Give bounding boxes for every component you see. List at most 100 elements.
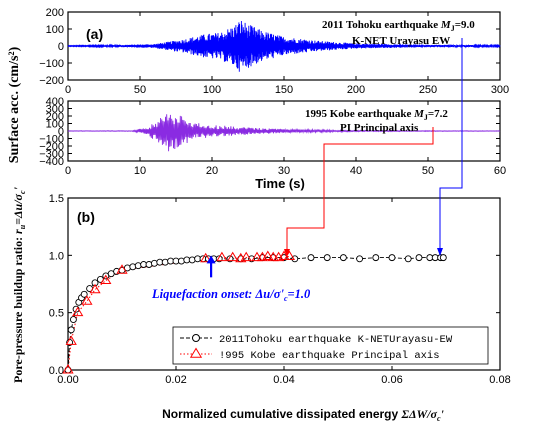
panel-b-y-axis-label: Pore-pressure buildup ratio: ru=Δu/σc' [11,186,27,383]
panel-b-y-tick-label: 1.0 [49,250,64,262]
kobe-point [262,250,274,260]
panel-kobe-x-tick-label: 10 [134,165,146,177]
panel-kobe-annotation-line1: 1995 Kobe earthquake MJ=7.2 [305,108,448,122]
panel-kobe-y-tick-label: 100 [46,119,64,131]
tohoku-point [388,254,396,262]
tohoku-point [67,326,75,334]
tohoku-point [372,254,380,262]
kobe-point [81,295,93,305]
panel-a-x-tick-label: 300 [491,84,509,96]
kobe-point [251,251,263,262]
tohoku-point [356,255,364,263]
kobe-point [227,251,239,262]
legend-kobe-marker [189,347,203,358]
liquefaction-onset-label: Liquefaction onset: Δu/σ'c=1.0 [151,287,311,303]
panel-b-pore-pressure: 0.0 0.5 1.0 1.5 0.00 0.02 0.04 0.06 0.08 (b) Po… [11,186,511,423]
panel-kobe-acceleration-trace [67,114,501,152]
kobe-point [216,251,228,262]
panel-a-x-tick-label: 150 [275,84,293,96]
panel-kobe-x-tick-label: 30 [278,165,290,177]
panel-b-y-ticks: 0.0 0.5 1.0 1.5 [49,193,500,377]
panel-b-y-tick-label: 1.5 [49,193,64,205]
tohoku-point [404,255,412,263]
panel-kobe-x-tick-label: 50 [422,165,434,177]
kobe-point [65,335,77,345]
kobe-point [116,264,128,274]
tohoku-point [439,254,447,262]
kobe-point [200,252,212,263]
tohoku-point [339,254,347,262]
panel-b-y-tick-label: 0.0 [49,365,64,377]
panel-a-y-tick-label: 200 [46,7,64,19]
panel-b-series-layer [62,250,447,374]
onset-arrow-head [206,255,216,264]
legend-entry-kobe: !995 Kobe earthquake Principal axis [219,350,440,362]
panel-b-x-axis-label: Normalized cumulative dissipated energy … [162,407,444,423]
liquefaction-onset-arrow [206,255,216,278]
panel-kobe-y-tick-label: −400 [39,156,64,168]
panel-kobe-x-tick-label: 20 [206,165,218,177]
panel-a-y-tick-label: 0 [58,41,64,53]
panel-b-x-ticks: 0.00 0.02 0.04 0.06 0.08 [57,198,511,386]
panel-kobe-x-tick-label: 0 [65,165,71,177]
panel-b-x-tick-label: 0.06 [381,374,402,386]
panel-a-y-ticks: −200 −100 0 100 200 [39,7,500,87]
legend-box [172,326,489,365]
panel-b-y-tick-label: 0.5 [49,308,64,320]
legend-marks [180,334,212,358]
panel-kobe-y-tick-label: −100 [39,134,64,146]
panel-a-y-tick-label: −200 [39,75,64,87]
panel-b-legend: 2011Tohoku earthquake K-NETUrayasu-EW !9… [172,326,489,365]
tohoku-point [69,316,77,323]
panel-a-x-tick-label: 200 [347,84,365,96]
kobe-point [267,251,279,262]
panel-a-x-tick-label: 50 [134,84,146,96]
kobe-point [62,364,74,374]
legend-tohoku-marker [192,334,200,342]
kobe-point [100,274,112,285]
panel-b-x-tick-label: 0.02 [165,374,186,386]
panel-kobe-y-tick-label: −200 [39,141,64,153]
panel-b-x-tick-label: 0.00 [57,374,78,386]
tohoku-point [415,254,423,262]
panel-a-annotation-line2: K-NET Urayasu EW [352,35,450,47]
shared-y-axis-label: Surface acc. (cm/s²) [7,46,22,163]
panel-a-x-ticks: 0 50 100 150 200 250 300 [65,12,509,96]
panel-kobe-y-tick-label: −300 [39,149,64,161]
kobe-connector-arrowhead [284,249,290,257]
tohoku-point [91,279,99,287]
tohoku-connector-line [439,38,463,250]
panel-a-x-tick-label: 250 [419,84,437,96]
panel-a-x-tick-label: 100 [203,84,221,96]
kobe-point [89,283,101,294]
panel-a-label: (a) [86,26,103,42]
kobe-point [72,306,84,317]
legend-entry-tohoku: 2011Tohoku earthquake K-NETUrayasu-EW [219,334,453,346]
connector-lines [284,38,463,257]
panel-a-annotation-line1: 2011 Tohoku earthquake MJ=9.0 [322,19,475,33]
kobe-connector-line [286,127,434,252]
panel-kobe-x-ticks: 0 10 20 30 40 50 60 [65,101,506,177]
panel-b-x-tick-label: 0.08 [489,374,510,386]
panel-kobe-y-tick-label: 0 [58,126,64,138]
panel-a-y-tick-label: −100 [39,58,64,70]
panel-kobe-x-tick-label: 60 [494,165,506,177]
tohoku-connector-arrowhead [437,248,443,256]
panel-kobe-y-tick-label: 400 [46,96,64,108]
panel-kobe-x-tick-label: 40 [350,165,362,177]
tohoku-point [80,290,88,298]
panel-b-x-tick-label: 0.04 [273,374,294,386]
panel-a-y-tick-label: 100 [46,24,64,36]
tohoku-point [307,254,315,262]
kobe-point [278,250,290,260]
panel-kobe-annotation-line2: PI Principal axis [340,122,419,134]
time-axis-label: Time (s) [255,176,305,191]
panel-a-acceleration-trace [67,20,501,72]
panel-kobe-y-tick-label: 200 [46,111,64,123]
kobe-point [240,251,252,262]
panel-kobe-y-tick-label: 300 [46,104,64,116]
tohoku-point [323,254,331,262]
